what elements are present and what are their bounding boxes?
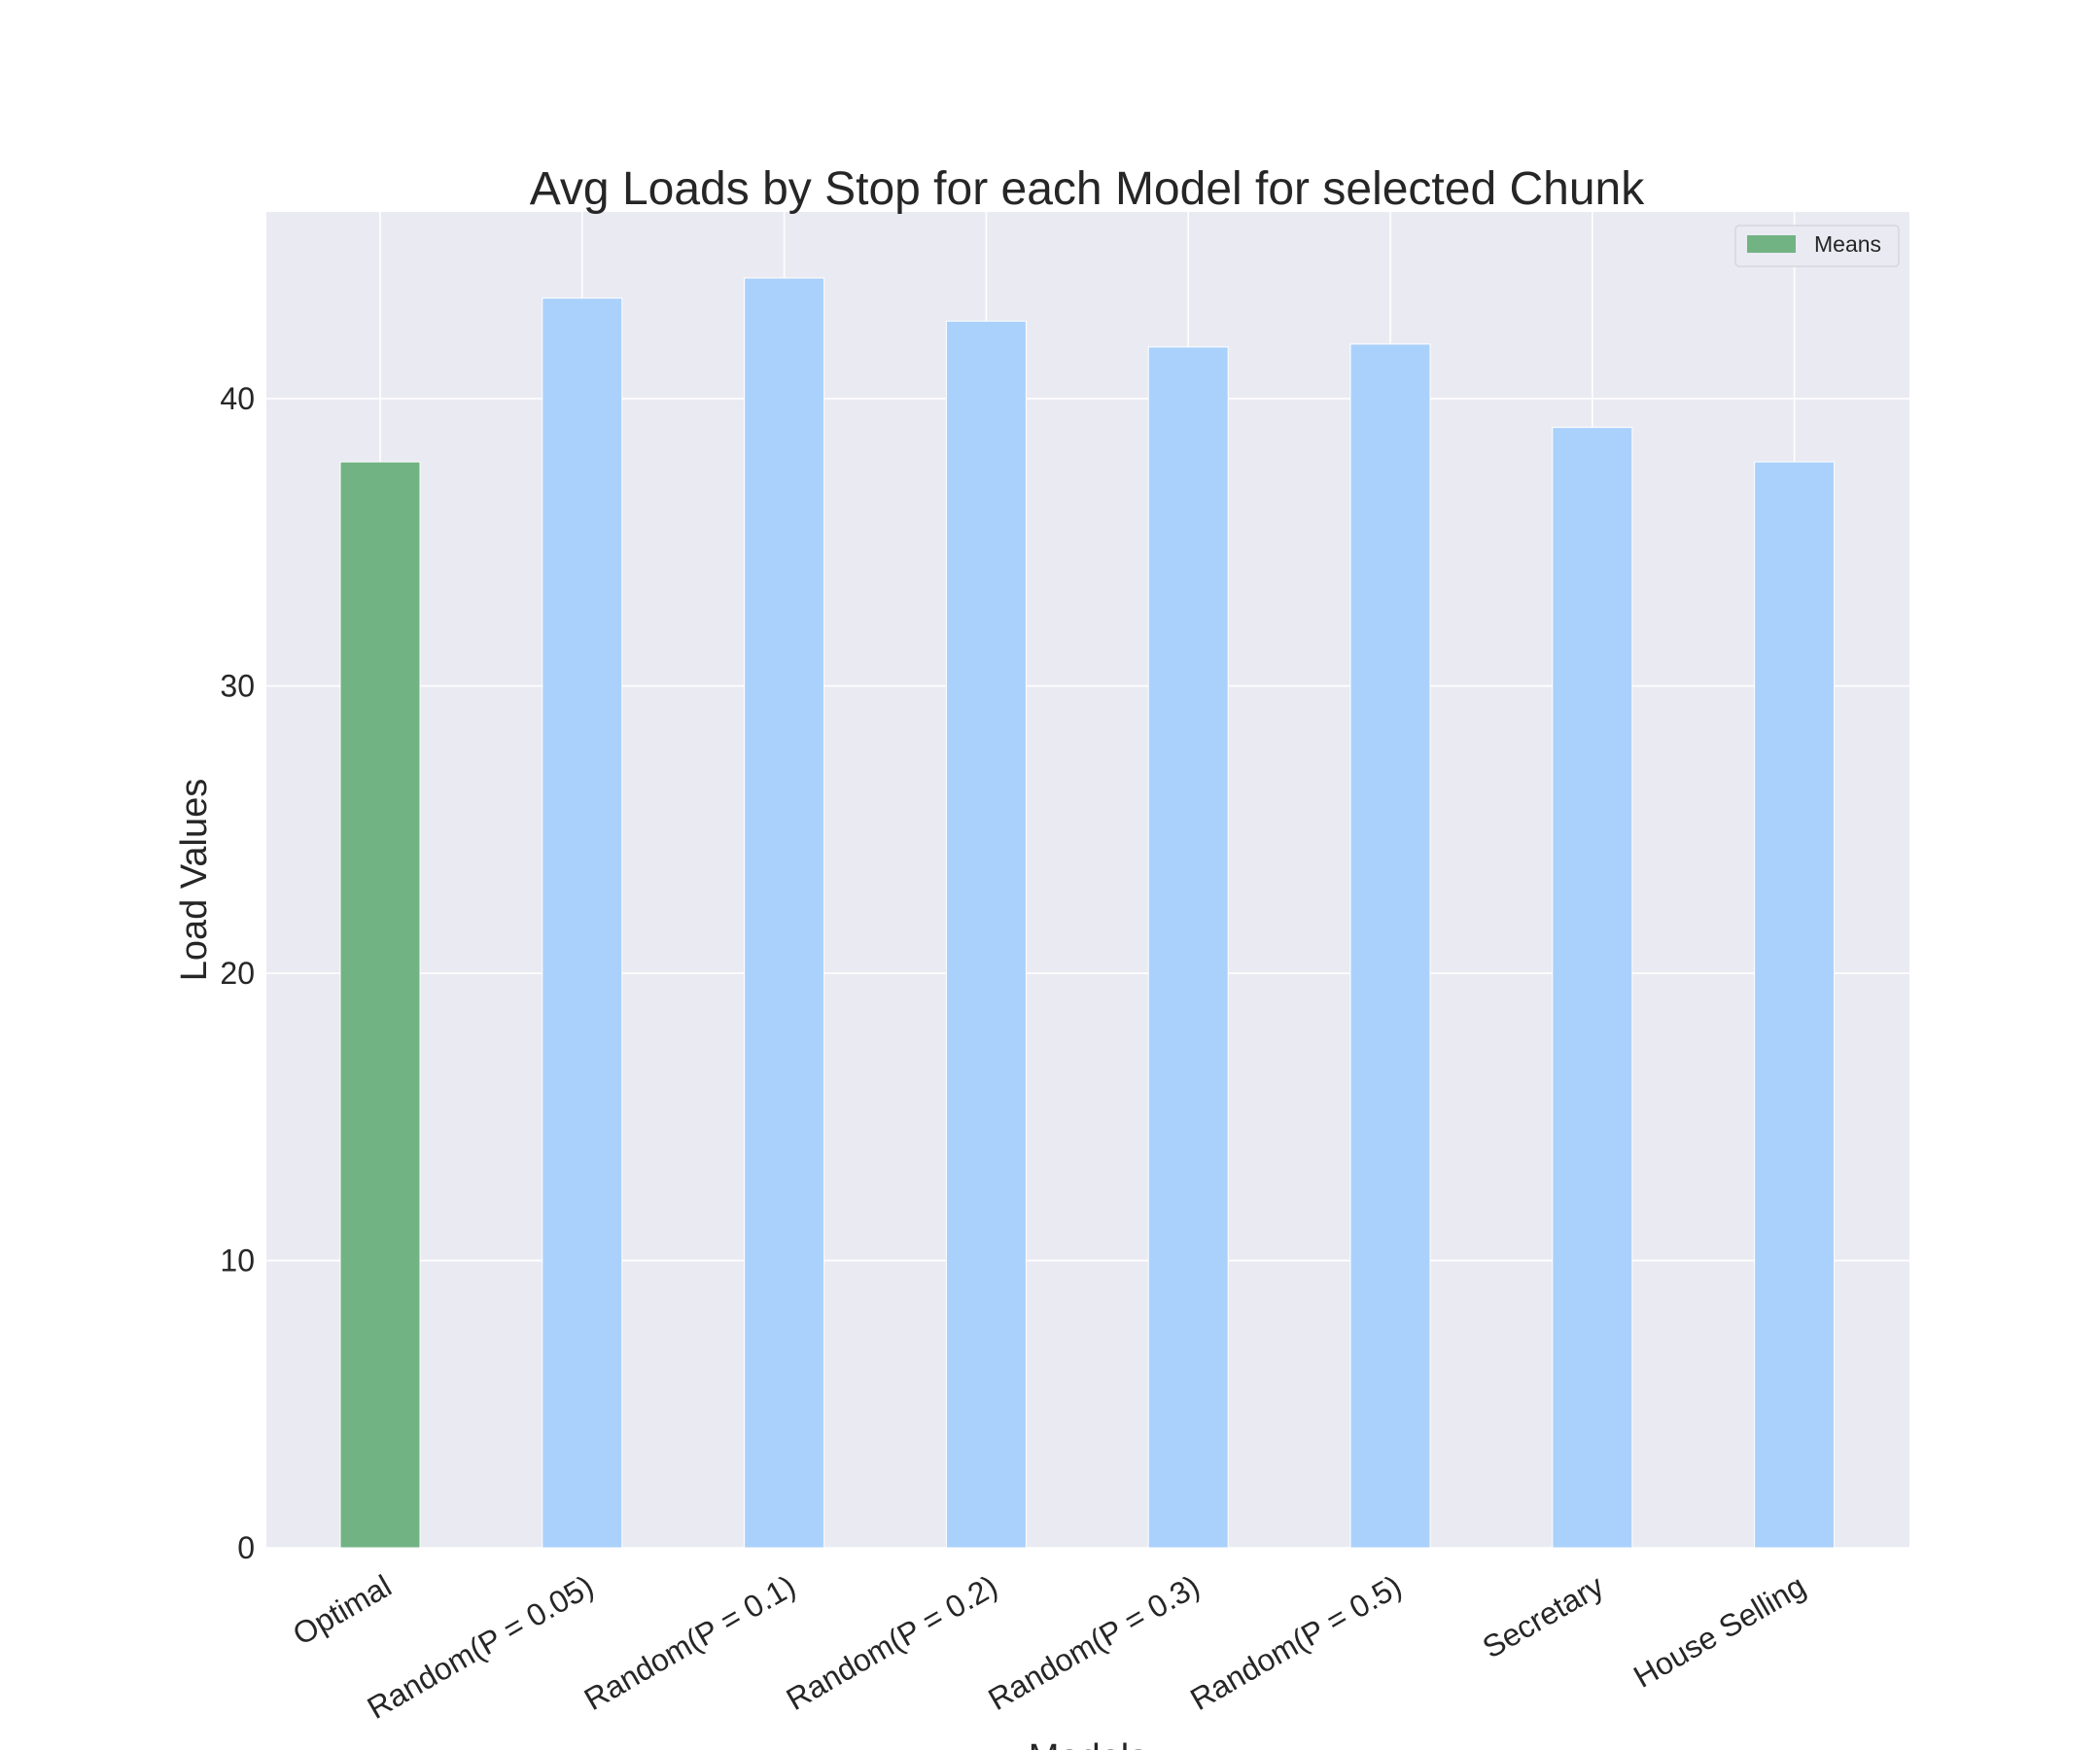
bar (339, 461, 421, 1549)
plot-area (266, 212, 1909, 1548)
y-tick-label: 40 (220, 381, 255, 416)
x-axis-label: Models (1029, 1737, 1148, 1750)
y-tick-label: 30 (220, 669, 255, 704)
x-tick-label: Random(P = 0.2) (781, 1568, 1003, 1717)
x-tick-label: Random(P = 0.3) (982, 1568, 1205, 1717)
y-axis-label: Load Values (174, 779, 215, 981)
bar (1754, 461, 1836, 1549)
x-tick-label: House Selling (1628, 1568, 1811, 1695)
x-tick-label: Optimal (287, 1568, 397, 1652)
bar (542, 298, 623, 1549)
chart-title: Avg Loads by Stop for each Model for sel… (530, 163, 1645, 215)
y-tick-label: 10 (220, 1243, 255, 1278)
x-tick-label: Random(P = 0.1) (578, 1568, 801, 1717)
bar (1349, 343, 1431, 1549)
x-tick-label: Random(P = 0.5) (1184, 1568, 1407, 1717)
x-tick-label: Secretary (1477, 1568, 1610, 1665)
bar (945, 320, 1027, 1549)
x-tick-label: Random(P = 0.05) (362, 1568, 600, 1726)
bars (339, 277, 1836, 1549)
bar (744, 277, 825, 1549)
bar (1147, 346, 1229, 1549)
y-tick-labels: 0 10 20 30 40 (220, 381, 255, 1565)
y-tick-label: 0 (237, 1530, 255, 1565)
y-tick-label: 20 (220, 956, 255, 991)
bar (1552, 427, 1633, 1549)
legend: Means (1734, 225, 1900, 267)
legend-label: Means (1814, 231, 1881, 257)
legend-swatch (1747, 235, 1796, 253)
